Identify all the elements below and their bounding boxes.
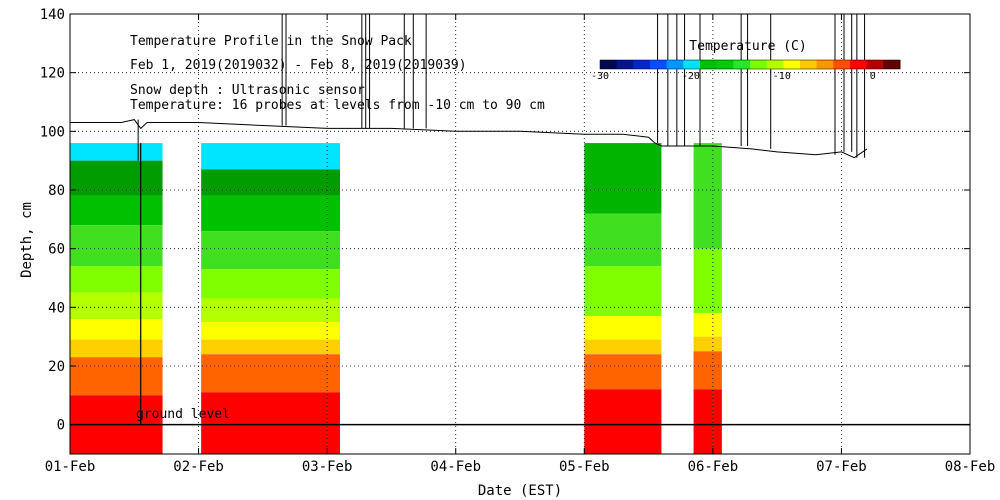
snow-depth-line <box>70 119 868 159</box>
colorbar-swatch-15 <box>850 60 868 69</box>
colorbar-swatch-14 <box>833 60 851 69</box>
temperature-band-2-2 <box>584 266 662 317</box>
temperature-band-3-0 <box>693 143 722 249</box>
colorbar-swatch-1 <box>616 60 634 69</box>
temperature-band-2-4 <box>584 339 662 355</box>
colorbar-tick-label-0: -30 <box>591 71 609 82</box>
ground-level-label: ground level <box>136 407 230 422</box>
plot-frame <box>69 13 971 455</box>
temperature-band-3-4 <box>693 351 722 390</box>
temperature-band-1-3 <box>201 231 340 270</box>
colorbar-swatch-4 <box>666 60 684 69</box>
temperature-band-1-4 <box>201 269 340 299</box>
colorbar-swatch-10 <box>766 60 784 69</box>
y-tick-label-1: 20 <box>48 359 65 375</box>
colorbar-swatch-17 <box>883 60 901 69</box>
colorbar-frame <box>599 59 901 70</box>
temperature-band-0-1 <box>70 160 163 196</box>
temperature-band-1-5 <box>201 298 340 322</box>
colorbar-title: Temperature (C) <box>689 39 806 54</box>
annotation-temperature: Temperature: 16 probes at levels from -1… <box>130 98 545 113</box>
temperature-band-1-2 <box>201 195 340 232</box>
chart-subtitle: Feb 1, 2019(2019032) - Feb 8, 2019(20190… <box>130 58 467 73</box>
temperature-band-2-3 <box>584 316 662 340</box>
temperature-band-0-8 <box>70 357 163 396</box>
temperature-band-3-3 <box>693 336 722 352</box>
colorbar-swatch-8 <box>733 60 751 69</box>
x-tick-label-2: 03-Feb <box>302 459 353 475</box>
x-axis-ticks: 01-Feb 02-Feb 03-Feb 04-Feb 05-Feb 06-Feb 07-F… <box>45 14 996 475</box>
y-axis-label: Depth, cm <box>19 202 35 278</box>
x-tick-label-3: 04-Feb <box>430 459 481 475</box>
x-tick-label-1: 02-Feb <box>173 459 224 475</box>
temperature-blocks <box>70 143 722 454</box>
colorbar-swatch-12 <box>800 60 818 69</box>
temperature-band-0-5 <box>70 292 163 320</box>
colorbar-swatch-5 <box>683 60 701 69</box>
temperature-band-1-0 <box>201 143 340 170</box>
y-axis-ticks: 0 20 40 60 80 100 120 140 <box>40 7 970 434</box>
colorbar-swatch-6 <box>700 60 718 69</box>
y-tick-label-6: 120 <box>40 66 65 82</box>
temperature-band-0-2 <box>70 195 163 226</box>
x-axis-label: Date (EST) <box>478 483 562 499</box>
y-tick-label-2: 40 <box>48 300 65 316</box>
temperature-band-0-4 <box>70 266 163 293</box>
temperature-band-1-9 <box>201 392 340 454</box>
y-tick-label-5: 100 <box>40 124 65 140</box>
grid <box>70 14 970 454</box>
temperature-band-1-7 <box>201 339 340 355</box>
colorbar-swatch-2 <box>633 60 651 69</box>
temperature-band-0-0 <box>70 143 163 161</box>
colorbar: -30 -20 -10 0 <box>591 59 901 82</box>
temperature-band-1-6 <box>201 322 340 340</box>
temperature-band-3-2 <box>693 313 722 337</box>
temperature-band-0-3 <box>70 225 163 267</box>
colorbar-tick-label-3: 0 <box>870 71 876 82</box>
colorbar-tick-label-1: -20 <box>682 71 700 82</box>
colorbar-swatch-13 <box>816 60 834 69</box>
colorbar-swatch-0 <box>600 60 618 69</box>
colorbar-swatch-9 <box>750 60 768 69</box>
y-tick-label-0: 0 <box>57 418 65 434</box>
y-tick-label-4: 80 <box>48 183 65 199</box>
x-tick-label-7: 08-Feb <box>945 459 996 475</box>
colorbar-swatches <box>600 60 901 69</box>
colorbar-ticks: -30 -20 -10 0 <box>591 71 876 82</box>
temperature-band-1-1 <box>201 169 340 196</box>
colorbar-swatch-16 <box>866 60 884 69</box>
temperature-band-3-1 <box>693 248 722 314</box>
snow-depth-series <box>70 14 868 425</box>
temperature-band-0-7 <box>70 339 163 358</box>
temperature-band-2-6 <box>584 389 662 454</box>
x-tick-label-0: 01-Feb <box>45 459 96 475</box>
temperature-band-2-5 <box>584 354 662 390</box>
x-tick-label-5: 06-Feb <box>688 459 739 475</box>
temperature-band-3-5 <box>693 389 722 454</box>
x-tick-label-6: 07-Feb <box>816 459 867 475</box>
chart-title: Temperature Profile in the Snow Pack <box>130 34 412 49</box>
annotation-snow-depth: Snow depth : Ultrasonic sensor <box>130 83 365 98</box>
y-tick-label-3: 60 <box>48 242 65 258</box>
temperature-band-2-1 <box>584 213 662 267</box>
colorbar-swatch-7 <box>716 60 734 69</box>
colorbar-swatch-3 <box>650 60 668 69</box>
colorbar-tick-label-2: -10 <box>773 71 791 82</box>
temperature-band-1-8 <box>201 354 340 393</box>
temperature-band-2-0 <box>584 143 662 214</box>
colorbar-swatch-11 <box>783 60 801 69</box>
x-tick-label-4: 05-Feb <box>559 459 610 475</box>
y-tick-label-7: 140 <box>40 7 65 23</box>
temperature-band-0-6 <box>70 319 163 340</box>
